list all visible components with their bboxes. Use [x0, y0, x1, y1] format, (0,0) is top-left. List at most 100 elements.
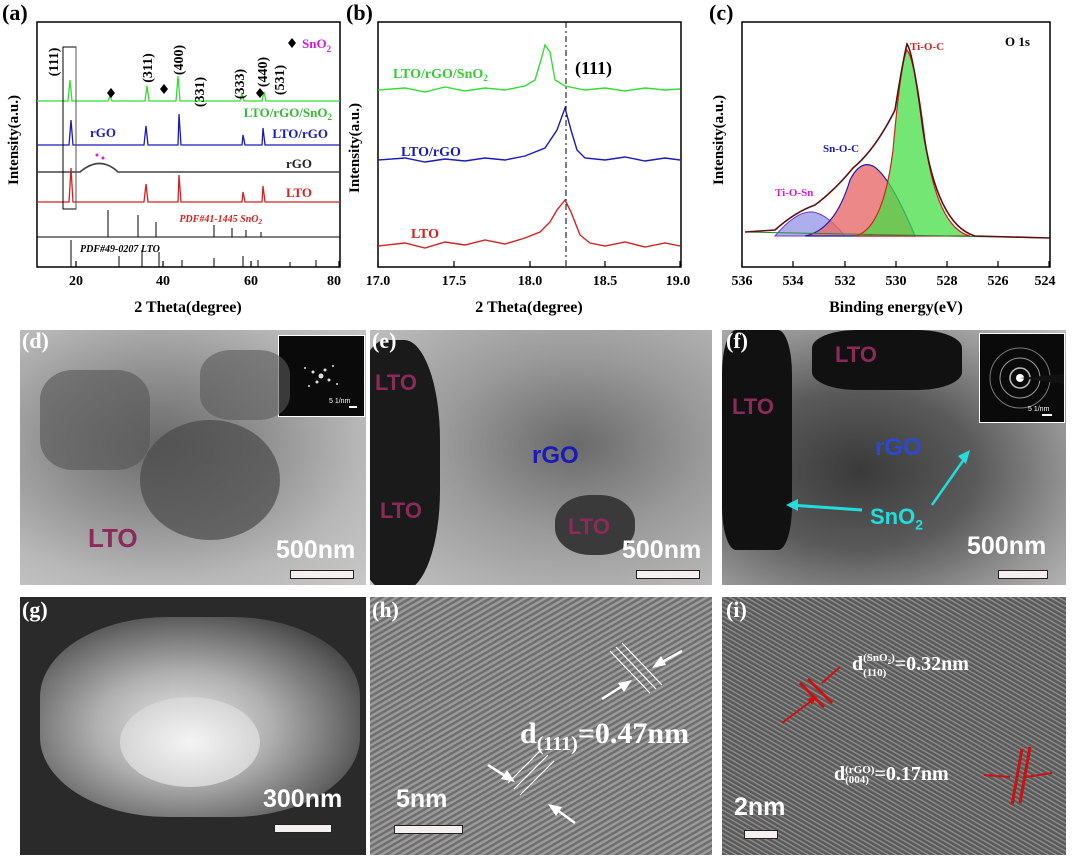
panel-b: (b) 17.0 17.5 18.0 18.5 19.0 2 Theta(deg… — [345, 0, 695, 320]
panel-d-image: 5 1/nm (d) LTO 500nm — [20, 330, 366, 585]
label-pdf-lto: PDF#49-0207 LTO — [80, 244, 160, 255]
b-x-tick-19: 19.0 — [666, 274, 691, 289]
d-inset-scale: 5 1/nm — [329, 398, 351, 405]
panel-e-image: (e) LTO LTO rGO LTO 500nm — [370, 330, 712, 585]
panel-h-letter: (h) — [372, 597, 399, 622]
peak-311: (311) — [141, 53, 156, 83]
series-lto — [37, 167, 340, 203]
series-b-lto-rgo — [377, 105, 681, 163]
panel-b-letter: (b) — [346, 0, 373, 25]
panel-e-letter: (e) — [372, 330, 397, 353]
peak-400: (400) — [172, 45, 187, 76]
inset-diffraction: 5 1/nm — [278, 335, 365, 417]
c-x-tick-524: 524 — [1035, 274, 1056, 289]
x-tick-80: 80 — [327, 274, 341, 289]
c-y-axis-label: Intensity(a.u.) — [711, 95, 727, 185]
f-inset-scale: 5 1/nm — [1028, 406, 1050, 413]
panel-f-label-lto-1: LTO — [835, 342, 877, 367]
panel-e-scale-text: 500nm — [622, 536, 702, 564]
panel-h-scale-text: 5nm — [396, 785, 448, 813]
panel-e-label-lto-3: LTO — [568, 514, 610, 539]
panel-d-letter: (d) — [22, 330, 49, 353]
panel-g-scalebar — [274, 824, 332, 833]
envelope — [744, 42, 1051, 239]
panel-e-scalebar — [636, 570, 700, 579]
c-x-tick-534: 534 — [783, 274, 804, 289]
panel-f-letter: (f) — [726, 330, 748, 353]
c-x-tick-526: 526 — [988, 274, 1009, 289]
panel-c-letter: (c) — [709, 0, 734, 25]
b-x-tick-17: 17.0 — [366, 274, 391, 289]
panel-g-scale-text: 300nm — [263, 785, 343, 813]
label-pdf-sno2: PDF#41-1445 SnO2 — [179, 214, 262, 226]
panel-e-label-lto-1: LTO — [375, 370, 417, 395]
c-label-sn-o-c: Sn-O-C — [823, 143, 859, 155]
component-ti-o-c — [854, 48, 971, 237]
panel-f-label-rgo: rGO — [875, 434, 922, 461]
panel-e-label-rgo: rGO — [532, 442, 579, 469]
label-lto-rgo-sno2: LTO/rGO/SnO2 — [244, 105, 333, 122]
b-peak-111: (111) — [575, 58, 612, 79]
peak-333: (333) — [233, 69, 248, 100]
panel-g-image: (g) 300nm — [20, 597, 366, 855]
b-y-axis-label: Intensity(a.u.) — [347, 103, 363, 193]
peak-531: (531) — [273, 65, 288, 96]
label-lto: LTO — [286, 185, 312, 200]
panel-f-image: 5 1/nm (f) LTO LTO rGO SnO2 500nm — [722, 330, 1066, 585]
c-label-ti-o-sn: Ti-O-Sn — [775, 187, 813, 199]
b-label-lto: LTO — [411, 227, 439, 242]
peak-111: (111) — [47, 47, 62, 76]
series-rgo — [37, 162, 340, 173]
y-axis-label: Intensity(a.u.) — [6, 95, 22, 185]
panel-f-label-lto-2: LTO — [732, 394, 774, 419]
x-tick-20: 20 — [69, 274, 83, 289]
panel-i-d-sno2: d(SnO2) (110) =0.32nm — [852, 652, 969, 679]
c-x-tick-536: 536 — [732, 274, 753, 289]
panel-a: (a) — [0, 0, 350, 320]
label-lto-rgo: LTO/rGO — [272, 126, 328, 141]
peak-440: (440) — [256, 57, 271, 88]
x-tick-60: 60 — [244, 274, 258, 289]
panel-g-letter: (g) — [22, 597, 48, 622]
series-b-lto-rgo-sno2 — [377, 43, 681, 93]
x-axis-label: 2 Theta(degree) — [134, 299, 241, 316]
panel-c-chart: 536 534 532 530 528 526 524 Binding ener… — [711, 21, 1056, 316]
c-x-axis-label: Binding energy(eV) — [829, 299, 963, 316]
panel-e-label-lto-2: LTO — [380, 498, 422, 523]
panel-f-scalebar — [998, 570, 1048, 579]
inset-saed: 5 1/nm — [979, 333, 1065, 423]
panel-i-scale-text: 2nm — [734, 793, 786, 821]
series-lto-rgo — [37, 113, 340, 146]
panel-h-d-spacing: d(111)=0.47nm — [520, 717, 690, 755]
c-title: O 1s — [1005, 34, 1030, 49]
panel-i-scalebar — [744, 830, 778, 839]
b-x-axis-label: 2 Theta(degree) — [475, 299, 582, 316]
c-x-tick-528: 528 — [937, 274, 958, 289]
panel-b-chart: 17.0 17.5 18.0 18.5 19.0 2 Theta(degree)… — [347, 21, 691, 316]
legend-sno2: SnO2 — [302, 36, 332, 54]
series-b-lto — [377, 198, 681, 249]
panel-i-d-rgo: d(rGO) (004) =0.17nm — [834, 763, 949, 787]
panel-h-image: (h) d(111)=0.47nm 5nm — [370, 597, 712, 855]
panel-d-scale-text: 500nm — [276, 536, 356, 564]
panel-c: (c) 536 534 532 530 528 526 524 Binding … — [705, 0, 1077, 320]
b-x-tick-18: 18.0 — [518, 274, 543, 289]
peak-331: (331) — [193, 77, 208, 108]
x-tick-40: 40 — [156, 274, 170, 289]
panel-i-image: (i) d(SnO2) (110) =0.32nm d(rGO) (004) =0.17… — [722, 597, 1066, 855]
panel-i-letter: (i) — [726, 597, 747, 622]
label-rgo-peak: rGO — [90, 125, 116, 140]
c-x-tick-532: 532 — [835, 274, 856, 289]
panel-f-label-sno2: SnO2 — [870, 504, 924, 533]
b-x-tick-175: 17.5 — [442, 274, 467, 289]
panel-d-label-lto: LTO — [88, 523, 138, 553]
panel-d-scalebar — [290, 570, 354, 579]
c-x-tick-530: 530 — [886, 274, 907, 289]
panel-h-scalebar — [394, 825, 463, 834]
b-x-tick-185: 18.5 — [593, 274, 618, 289]
series-lto-rgo-sno2 — [37, 75, 340, 102]
b-label-lto-rgo: LTO/rGO — [401, 145, 461, 160]
label-rgo: rGO — [286, 156, 312, 171]
panel-f-scale-text: 500nm — [967, 532, 1047, 560]
c-label-ti-o-c: Ti-O-C — [910, 41, 944, 53]
